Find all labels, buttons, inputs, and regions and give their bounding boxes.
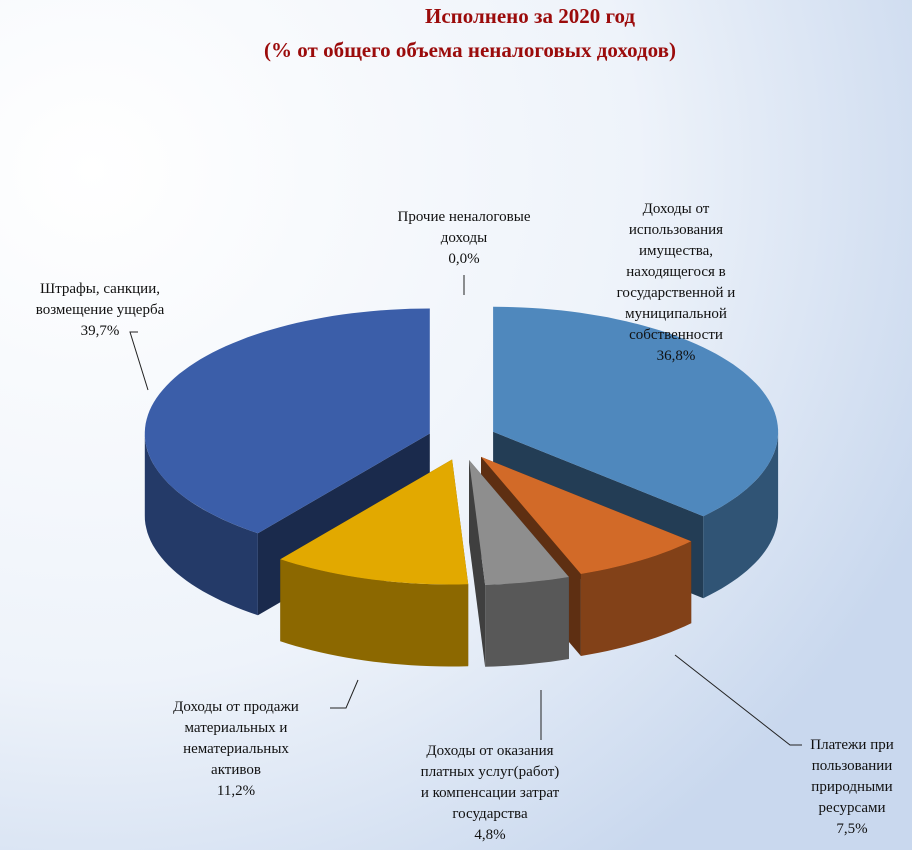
slice-side [469, 460, 486, 667]
data-label: Платежи при пользовании природными ресурсам… [810, 737, 894, 837]
label-line: муниципальной [625, 306, 727, 322]
label-line: Платежи при [810, 737, 894, 753]
data-label: Доходы от использования имущества, находяще… [617, 201, 736, 364]
leader-line [674, 654, 802, 746]
value-label: 36,8% [657, 348, 696, 364]
chart-title: Исполнено за 2020 год [425, 4, 635, 28]
label-line: государства [452, 806, 528, 822]
value-label: 39,7% [81, 323, 120, 339]
leader-line [129, 331, 149, 391]
slice [469, 460, 569, 585]
category-name: Платежи при пользовании природными ресурсам… [810, 737, 894, 816]
category-name: Прочие неналоговые доходы [397, 209, 530, 246]
slice-wall [280, 559, 469, 667]
label-line: Доходы от продажи [173, 699, 299, 715]
label-line: активов [211, 762, 261, 778]
label-line: платных услуг(работ) [421, 764, 560, 780]
label-line: пользовании [812, 758, 893, 774]
data-label: Прочие неналоговые доходы 0,0% [397, 209, 530, 267]
label-line: государственной и [617, 285, 736, 301]
value-label: 7,5% [836, 821, 867, 837]
label-line: имущества, [639, 243, 713, 259]
label-line: собственности [629, 327, 723, 343]
slice-wall [485, 577, 569, 667]
slice [280, 459, 469, 585]
category-name: Доходы от использования имущества, находяще… [617, 201, 736, 343]
slice [493, 306, 779, 517]
category-name: Доходы от оказания платных услуг(работ) и … [421, 743, 560, 822]
label-line: Штрафы, санкции, [40, 281, 160, 297]
value-label: 11,2% [217, 783, 255, 799]
slice [481, 456, 692, 574]
label-line: нематериальных [183, 741, 289, 757]
value-label: 4,8% [474, 827, 505, 843]
label-line: ресурсами [818, 800, 885, 816]
chart-subtitle: (% от общего объема неналоговых доходов) [264, 38, 676, 62]
label-line: Доходы от оказания [426, 743, 553, 759]
label-line: доходы [441, 230, 487, 246]
leader-line [330, 679, 359, 709]
value-label: 0,0% [448, 251, 479, 267]
data-label: Доходы от продажи материальных и нематериа… [173, 699, 299, 799]
label-line: Доходы от [643, 201, 710, 217]
slice [144, 308, 430, 534]
slice-wall [144, 433, 258, 616]
label-line: находящегося в [626, 264, 725, 280]
category-name: Штрафы, санкции, возмещение ущерба [36, 281, 165, 318]
slice-wall [703, 431, 779, 599]
slice-wall [580, 541, 692, 656]
label-line: использования [629, 222, 723, 238]
label-line: и компенсации затрат [421, 785, 560, 801]
label-line: природными [811, 779, 892, 795]
category-name: Доходы от продажи материальных и нематериа… [173, 699, 299, 778]
label-line: возмещение ущерба [36, 302, 165, 318]
data-label: Штрафы, санкции, возмещение ущерба 39,7% [36, 281, 165, 339]
label-line: материальных и [185, 720, 288, 736]
label-line: Прочие неналоговые [397, 209, 530, 225]
data-label: Доходы от оказания платных услуг(работ) и … [421, 743, 560, 843]
